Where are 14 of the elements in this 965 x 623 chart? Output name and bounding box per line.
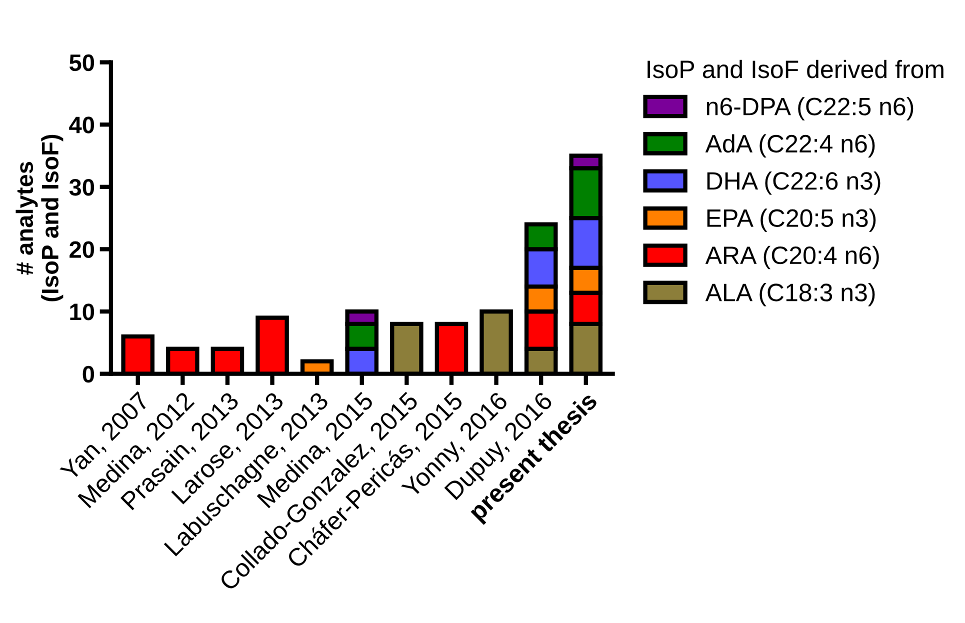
legend-label: ARA (C20:4 n6) (705, 246, 879, 270)
legend-label: EPA (C20:5 n3) (707, 208, 876, 232)
y-tick-label: 20 (70, 241, 94, 258)
legend-label: AdA (C22:4 n6) (705, 134, 875, 158)
y-tick-label: 50 (69, 54, 94, 72)
legend-label: DHA (C22:6 n3) (707, 171, 880, 195)
y-tick-label: 0 (82, 366, 94, 383)
legend-label: ALA (C18:3 n3) (705, 283, 875, 306)
y-tick-label: 40 (69, 116, 94, 134)
legend-title: IsoP and IsoF derived from (648, 60, 944, 78)
y-tick-label: 30 (69, 178, 94, 196)
legend-label: n6-DPA (C22:5 n6) (706, 97, 914, 120)
y-tick-label: 10 (70, 304, 94, 320)
y-axis-title: # analytes (IsoP and IsoF) (16, 134, 64, 302)
